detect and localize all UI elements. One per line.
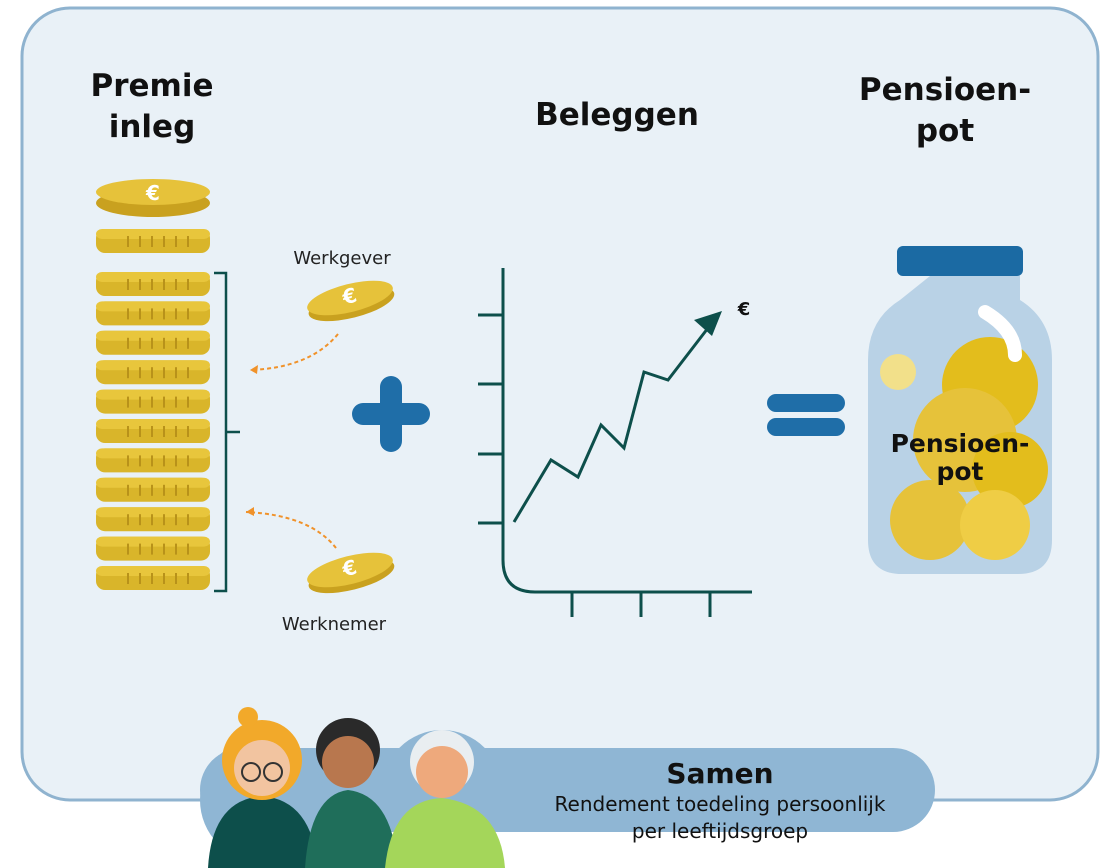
currency: € (737, 299, 751, 320)
jar-label: Pensioen- (891, 429, 1030, 458)
coin (96, 507, 210, 531)
coin (96, 331, 210, 355)
title-line: pot (916, 113, 974, 149)
coin (96, 448, 210, 472)
coin (96, 478, 210, 502)
title-line: Premie (91, 68, 214, 104)
page: € Premie inleg Beleggen Pensioen- pot € … (0, 0, 1106, 868)
title-line: inleg (109, 109, 196, 145)
samen-title: Samen (666, 757, 773, 790)
coin (96, 566, 210, 590)
coin (96, 537, 210, 561)
source-label: Werknemer (282, 614, 387, 635)
title-line: Pensioen- (859, 72, 1031, 108)
jar-label: pot (936, 457, 983, 486)
samen-description: Rendement toedeling persoonlijk (555, 792, 886, 816)
infographic: € Premie inleg Beleggen Pensioen- pot € … (0, 0, 1106, 868)
svg-text:€: € (145, 181, 160, 205)
source-label: Werkgever (293, 248, 391, 269)
coin (96, 419, 210, 443)
title: Beleggen (535, 97, 699, 133)
coin (96, 301, 210, 325)
coin (96, 272, 210, 296)
coin (96, 360, 210, 384)
samen-description: per leeftijdsgroep (632, 819, 808, 843)
coin (96, 390, 210, 414)
